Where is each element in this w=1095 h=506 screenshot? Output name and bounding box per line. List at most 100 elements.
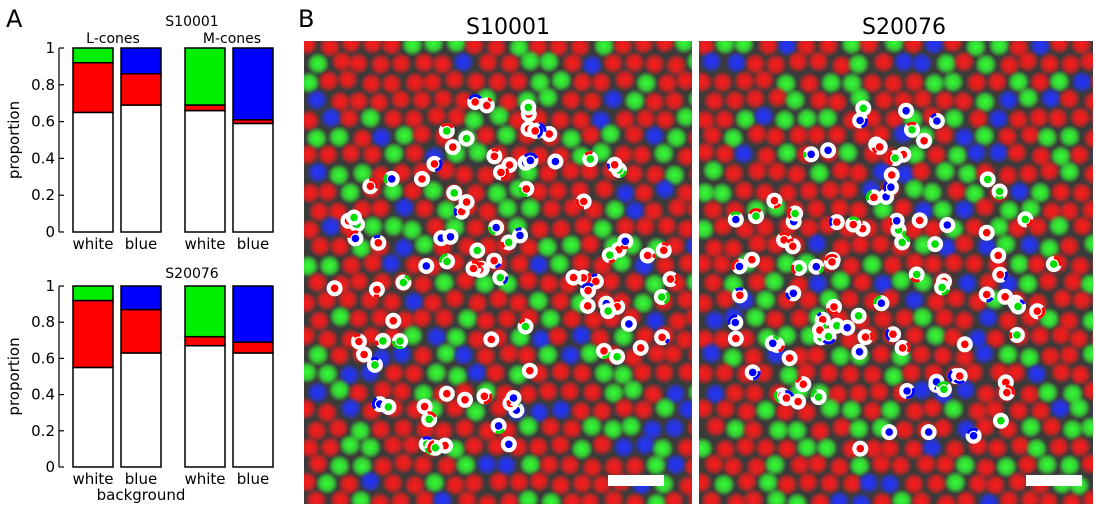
- cone-red: [710, 70, 734, 94]
- cone-red: [846, 199, 870, 223]
- cone-red: [462, 434, 486, 458]
- cone-green: [644, 453, 668, 477]
- cone-blue: [1025, 362, 1049, 386]
- cone-green: [724, 417, 748, 441]
- cone-red: [933, 452, 957, 476]
- y-tick-label: 1: [45, 39, 55, 57]
- cone-response-marker: [803, 146, 820, 163]
- cone-green: [766, 418, 790, 442]
- panel-a-label: A: [6, 5, 23, 33]
- cone-red: [382, 361, 406, 385]
- bar-segment-white: [232, 352, 274, 468]
- cone-red: [464, 216, 488, 240]
- cone-red: [1070, 214, 1093, 238]
- cone-response-marker: [871, 138, 888, 155]
- cone-response-marker: [438, 385, 455, 402]
- cone-red: [962, 360, 986, 384]
- cone-response-marker: [385, 312, 402, 329]
- cone-red: [549, 217, 573, 241]
- cone-green: [712, 473, 736, 497]
- cone-blue: [569, 323, 593, 347]
- cone-red: [539, 197, 563, 221]
- cone-response-marker: [486, 252, 503, 269]
- cone-red: [807, 88, 831, 112]
- cone-green: [464, 400, 488, 424]
- cone-green: [1047, 69, 1071, 93]
- cone-blue: [358, 469, 382, 493]
- cone-response-marker: [606, 156, 623, 173]
- cone-red: [921, 252, 945, 276]
- cone-red: [754, 436, 778, 460]
- cone-response-marker: [785, 285, 802, 302]
- cone-red: [686, 344, 692, 365]
- cone-green: [316, 362, 340, 386]
- cone-response-marker: [764, 335, 781, 352]
- cone-red: [818, 471, 842, 495]
- cone-response-marker: [575, 193, 592, 210]
- cone-response-marker: [781, 350, 798, 367]
- cone-red: [920, 396, 944, 420]
- bar-segment-white: [120, 352, 162, 468]
- cone-blue: [976, 306, 1000, 330]
- cone-red: [756, 41, 780, 57]
- cone-green: [902, 177, 926, 201]
- cone-red: [962, 251, 986, 275]
- cone-response-marker: [418, 258, 435, 274]
- cone-blue: [451, 50, 475, 74]
- cone-response-marker: [356, 346, 373, 363]
- cone-response-marker: [347, 230, 364, 247]
- cone-blue: [986, 141, 1010, 165]
- cone-green: [536, 343, 560, 367]
- cone-response-marker: [727, 330, 744, 347]
- cone-red: [347, 307, 371, 331]
- cone-red: [580, 380, 604, 404]
- cone-response-marker: [898, 102, 915, 119]
- cone-red: [661, 342, 685, 366]
- cone-red: [1089, 257, 1093, 274]
- cone-red: [400, 433, 424, 457]
- cone-red: [304, 142, 320, 166]
- cone-red: [1057, 234, 1081, 258]
- cone-red: [966, 472, 990, 496]
- cone-red: [973, 195, 997, 219]
- cone-green: [328, 454, 352, 478]
- bar-segment-red: [120, 73, 162, 106]
- cone-red: [889, 453, 913, 477]
- cone-green: [392, 123, 416, 147]
- cone-red: [952, 50, 976, 74]
- cone-response-marker: [1017, 211, 1034, 228]
- cone-red: [732, 179, 756, 203]
- cone-red: [868, 232, 892, 256]
- cone-blue: [878, 472, 902, 496]
- y-tick-label: 0.8: [31, 313, 55, 331]
- cone-red: [487, 287, 511, 311]
- cone-red: [713, 287, 737, 311]
- cone-response-marker: [517, 318, 534, 335]
- cone-red: [985, 436, 1009, 460]
- cone-green: [358, 435, 382, 459]
- cone-red: [743, 86, 767, 110]
- cone-red: [1018, 488, 1042, 504]
- cone-green: [743, 305, 767, 329]
- cone-red: [548, 289, 572, 313]
- cone-red: [752, 68, 776, 92]
- cone-green: [578, 341, 602, 365]
- cone-red: [722, 161, 746, 185]
- cone-red: [806, 49, 830, 73]
- cone-red: [892, 306, 916, 330]
- cone-red: [589, 71, 613, 95]
- cone-blue: [392, 236, 416, 260]
- cone-response-marker: [920, 424, 937, 441]
- cone-green: [304, 360, 319, 384]
- cone-red: [997, 488, 1021, 504]
- cone-red: [328, 343, 352, 367]
- cone-response-marker: [438, 122, 455, 139]
- cone-green: [699, 217, 716, 241]
- cone-response-marker: [951, 368, 968, 385]
- cone-green: [327, 125, 351, 149]
- cone-green: [996, 342, 1020, 366]
- cone-blue: [1090, 404, 1093, 419]
- cone-red: [850, 270, 874, 294]
- cone-red: [420, 70, 444, 94]
- cone-red: [745, 159, 769, 183]
